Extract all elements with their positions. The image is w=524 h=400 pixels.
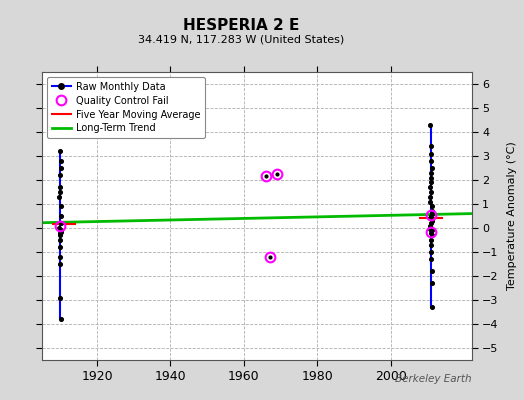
Point xyxy=(57,158,66,164)
Point xyxy=(427,194,435,200)
Point xyxy=(428,203,436,210)
Point xyxy=(57,228,65,235)
Point xyxy=(427,242,435,248)
Point xyxy=(428,165,436,171)
Point xyxy=(57,220,65,226)
Point xyxy=(56,261,64,267)
Point xyxy=(56,254,64,260)
Point xyxy=(428,227,436,234)
Point xyxy=(426,215,434,222)
Point xyxy=(427,256,435,262)
Text: 34.419 N, 117.283 W (United States): 34.419 N, 117.283 W (United States) xyxy=(138,34,344,44)
Point xyxy=(428,268,436,274)
Point xyxy=(56,230,64,236)
Point xyxy=(426,184,434,190)
Point xyxy=(427,179,435,186)
Point xyxy=(427,158,435,164)
Point xyxy=(427,225,435,231)
Legend: Raw Monthly Data, Quality Control Fail, Five Year Moving Average, Long-Term Tren: Raw Monthly Data, Quality Control Fail, … xyxy=(47,77,205,138)
Point xyxy=(426,122,434,128)
Point xyxy=(56,244,64,250)
Point xyxy=(57,203,66,210)
Point xyxy=(56,184,64,190)
Point xyxy=(428,280,436,286)
Text: HESPERIA 2 E: HESPERIA 2 E xyxy=(183,18,299,33)
Point xyxy=(57,227,66,234)
Point xyxy=(428,208,436,214)
Point xyxy=(56,232,64,238)
Point xyxy=(56,294,64,301)
Point xyxy=(56,189,64,195)
Point xyxy=(428,218,436,224)
Point xyxy=(55,225,63,231)
Point xyxy=(427,230,435,236)
Point xyxy=(427,174,435,181)
Point xyxy=(56,213,64,219)
Point xyxy=(57,316,65,322)
Point xyxy=(427,220,435,226)
Point xyxy=(427,237,435,243)
Point xyxy=(56,237,64,243)
Point xyxy=(55,194,63,200)
Point xyxy=(427,213,435,219)
Point xyxy=(426,226,434,232)
Y-axis label: Temperature Anomaly (°C): Temperature Anomaly (°C) xyxy=(507,142,517,290)
Point xyxy=(426,222,434,229)
Point xyxy=(426,198,434,205)
Point xyxy=(427,143,435,150)
Point xyxy=(57,165,65,171)
Point xyxy=(428,304,436,310)
Point xyxy=(427,249,435,255)
Point xyxy=(427,150,435,157)
Point xyxy=(427,189,435,195)
Text: Berkeley Earth: Berkeley Earth xyxy=(395,374,472,384)
Point xyxy=(428,210,436,217)
Point xyxy=(56,172,64,178)
Point xyxy=(428,232,436,238)
Point xyxy=(427,170,435,176)
Point xyxy=(56,148,64,154)
